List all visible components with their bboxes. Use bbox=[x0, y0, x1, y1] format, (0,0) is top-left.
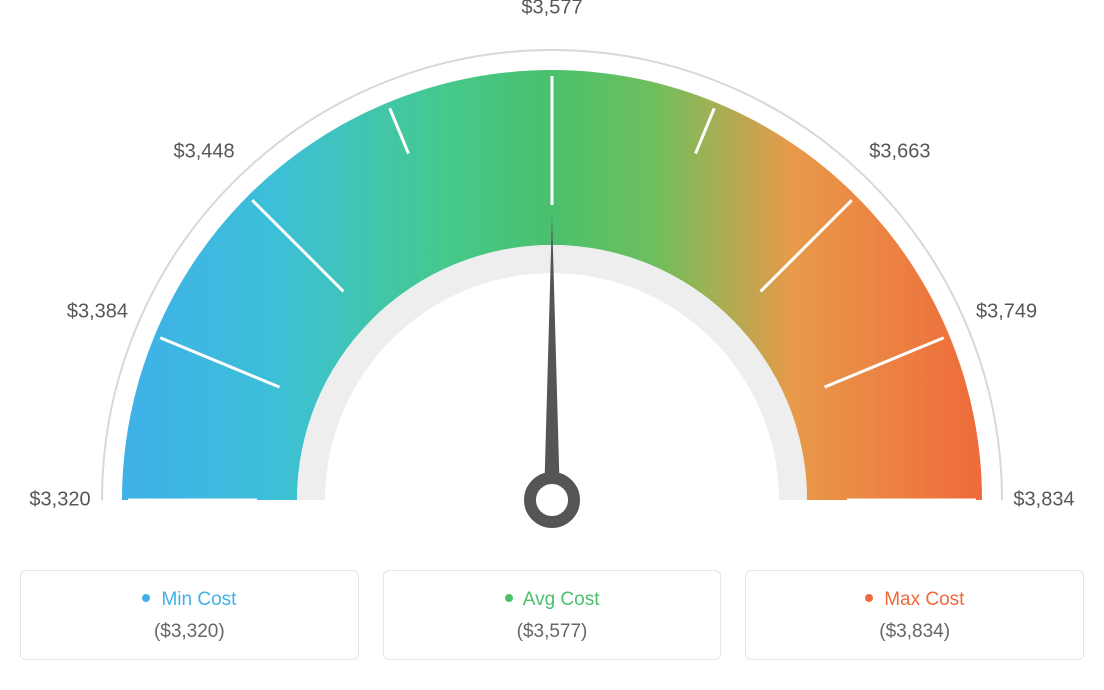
legend-title-min-text: Min Cost bbox=[161, 589, 236, 610]
gauge-tick-label: $3,749 bbox=[976, 300, 1037, 323]
legend-title-max-text: Max Cost bbox=[884, 589, 964, 610]
cost-gauge-chart: $3,320$3,384$3,448$3,577$3,663$3,749$3,8… bbox=[20, 20, 1084, 660]
legend-value-avg: ($3,577) bbox=[404, 621, 701, 643]
legend-title-avg: Avg Cost bbox=[404, 589, 701, 611]
legend-value-max: ($3,834) bbox=[766, 621, 1063, 643]
gauge-tick-label: $3,663 bbox=[869, 141, 930, 164]
legend-card-avg: Avg Cost ($3,577) bbox=[383, 570, 722, 660]
legend-title-max: Max Cost bbox=[766, 589, 1063, 611]
dot-icon bbox=[142, 594, 150, 602]
legend-row: Min Cost ($3,320) Avg Cost ($3,577) Max … bbox=[20, 570, 1084, 660]
gauge-tick-label: $3,320 bbox=[29, 489, 90, 512]
legend-card-max: Max Cost ($3,834) bbox=[745, 570, 1084, 660]
gauge-tick-label: $3,448 bbox=[174, 141, 235, 164]
legend-value-min: ($3,320) bbox=[41, 621, 338, 643]
dot-icon bbox=[505, 594, 513, 602]
dot-icon bbox=[865, 594, 873, 602]
gauge-svg bbox=[20, 20, 1084, 540]
legend-title-avg-text: Avg Cost bbox=[523, 589, 600, 610]
gauge-area: $3,320$3,384$3,448$3,577$3,663$3,749$3,8… bbox=[20, 20, 1084, 540]
legend-card-min: Min Cost ($3,320) bbox=[20, 570, 359, 660]
gauge-tick-label: $3,577 bbox=[521, 0, 582, 20]
legend-title-min: Min Cost bbox=[41, 589, 338, 611]
gauge-tick-label: $3,834 bbox=[1013, 489, 1074, 512]
gauge-tick-label: $3,384 bbox=[67, 300, 128, 323]
